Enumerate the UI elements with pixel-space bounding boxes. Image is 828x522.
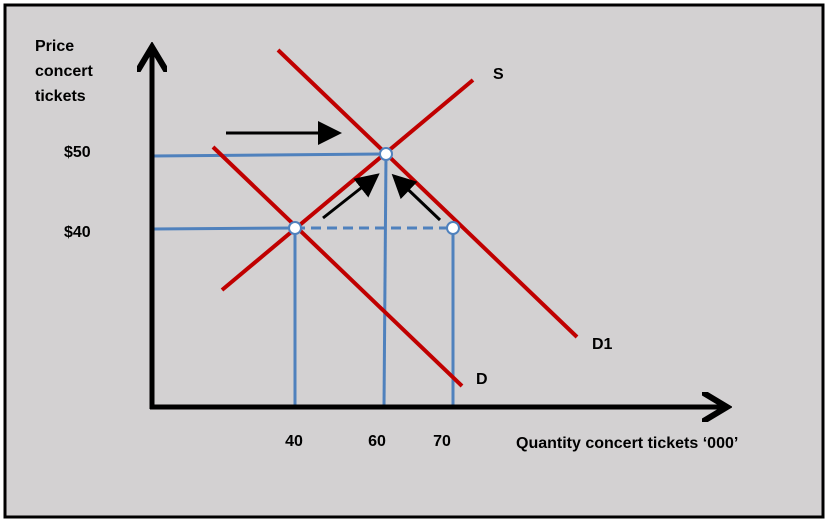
- equilibrium-point: [379, 147, 393, 161]
- supply-curve: [220, 78, 475, 292]
- arrows: [226, 121, 442, 222]
- y-tick-label: $50: [64, 144, 91, 161]
- x-tick-label: 60: [368, 433, 386, 450]
- demand-curve: [211, 145, 464, 388]
- qty-60-line: [382, 153, 388, 408]
- movement-arrow: [391, 173, 442, 222]
- guides: [151, 152, 455, 408]
- y-tick-label: $40: [64, 224, 91, 241]
- demand-point: [446, 221, 460, 235]
- curve-label: D1: [592, 336, 613, 353]
- curves: [211, 48, 579, 388]
- points: [288, 147, 460, 235]
- equilibrium-point: [288, 221, 302, 235]
- price-40-line: [151, 226, 296, 231]
- price-50-line: [151, 152, 387, 158]
- curve-label: D: [476, 371, 488, 388]
- y-axis-label: tickets: [35, 88, 86, 105]
- y-axis-label: concert: [35, 63, 93, 80]
- demand-shifted-curve: [276, 48, 579, 339]
- movement-arrow: [322, 173, 380, 220]
- y-axis-label: Price: [35, 38, 74, 55]
- curve-label: S: [493, 66, 504, 83]
- frame: [3, 3, 825, 519]
- x-tick-label: 70: [433, 433, 451, 450]
- x-axis-label: Quantity concert tickets ‘000’: [516, 435, 738, 452]
- x-tick-label: 40: [285, 433, 303, 450]
